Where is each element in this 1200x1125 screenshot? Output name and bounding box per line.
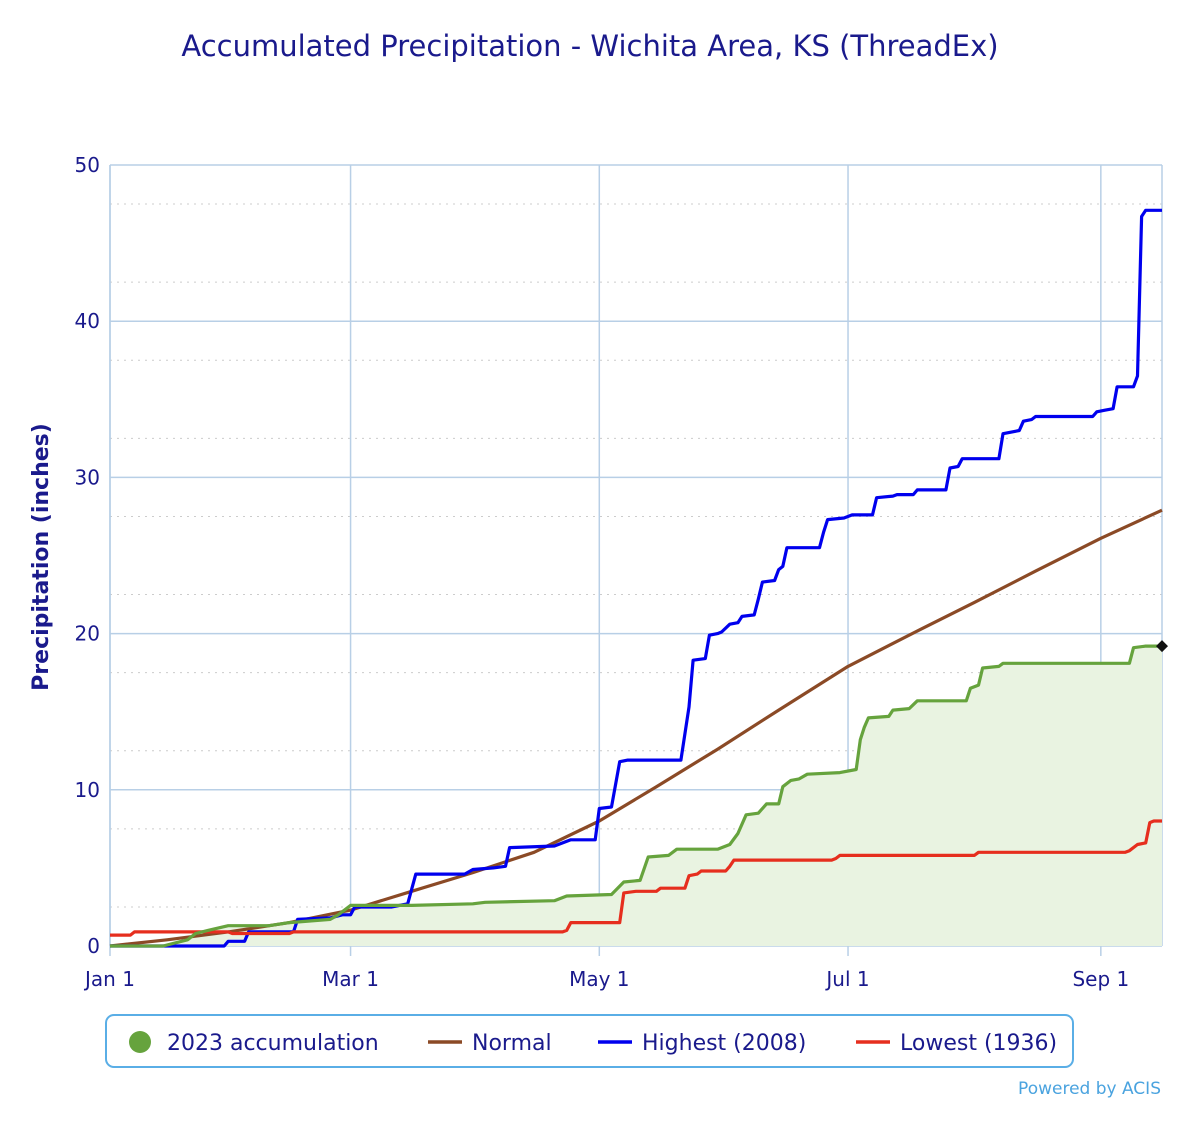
accumulation-fill bbox=[110, 646, 1162, 946]
series-lines bbox=[109, 208, 1168, 948]
legend-label: Normal bbox=[472, 1031, 552, 1056]
y-axis-ticks: 0 10 20 30 40 50 bbox=[75, 153, 100, 958]
powered-by-credit[interactable]: Powered by ACIS bbox=[1018, 1079, 1161, 1099]
x-tick-label: Sep 1 bbox=[1072, 967, 1129, 991]
legend-label: 2023 accumulation bbox=[167, 1031, 379, 1056]
accumulation-area bbox=[110, 646, 1162, 946]
y-tick-label: 30 bbox=[75, 465, 100, 489]
legend-label: Highest (2008) bbox=[642, 1031, 806, 1056]
y-tick-label: 0 bbox=[87, 934, 100, 958]
y-tick-label: 10 bbox=[75, 778, 100, 802]
last-value-marker bbox=[1156, 640, 1168, 653]
chart-title: Accumulated Precipitation - Wichita Area… bbox=[181, 29, 998, 63]
x-axis-ticks: Jan 1 Mar 1 May 1 Jul 1 Sep 1 bbox=[83, 967, 1129, 991]
y-tick-label: 50 bbox=[75, 153, 100, 177]
series-line-highest-2008- bbox=[110, 208, 1162, 948]
x-tick-label: Jul 1 bbox=[824, 967, 869, 991]
x-tick-label: Jan 1 bbox=[83, 967, 135, 991]
legend-swatch-dot bbox=[129, 1031, 151, 1053]
y-axis-label: Precipitation (inches) bbox=[29, 423, 54, 691]
x-tick-label: May 1 bbox=[569, 967, 629, 991]
chart-legend[interactable]: 2023 accumulation Normal Highest (2008) Low… bbox=[105, 1014, 1074, 1068]
x-tick-label: Mar 1 bbox=[322, 967, 379, 991]
y-tick-label: 20 bbox=[75, 622, 100, 646]
series-line-2023-accumulation bbox=[110, 644, 1162, 948]
legend-label: Lowest (1936) bbox=[900, 1031, 1057, 1056]
legend-box bbox=[105, 1014, 1074, 1068]
y-tick-label: 40 bbox=[75, 309, 100, 333]
series-line-lowest-1936- bbox=[110, 819, 1162, 937]
